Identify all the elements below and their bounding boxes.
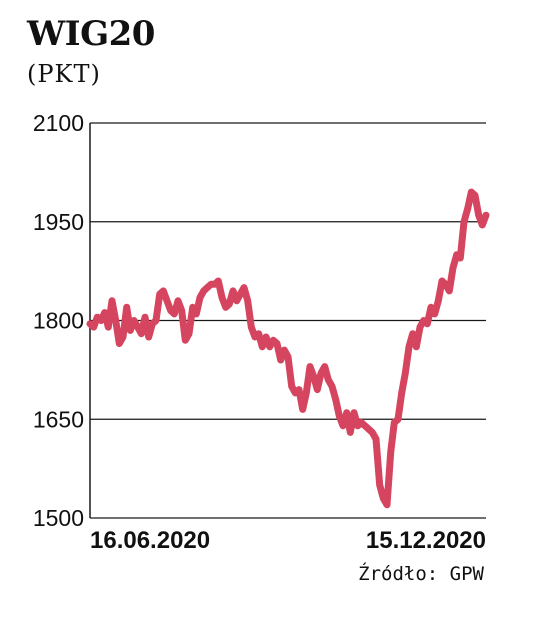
y-tick-label-2100: 2100 [33,110,84,136]
chart-unit-label: (PKT) [27,60,101,88]
y-tick-label-1650: 1650 [33,406,84,432]
y-axis-tick-labels: 1500 1650 1800 1950 2100 [33,110,84,531]
series-layer [86,188,490,509]
x-tick-label-1: 15.12.2020 [366,527,486,554]
source-note: Źródło: GPW [358,563,484,585]
x-tick-label-0: 16.06.2020 [90,527,210,554]
y-tick-label-1950: 1950 [33,209,84,235]
y-tick-label-1500: 1500 [33,505,84,531]
x-axis-tick-labels: 16.06.2020 15.12.2020 [90,527,486,554]
y-tick-label-1800: 1800 [33,308,84,334]
series-line-0 [86,188,490,509]
chart-title: WIG20 [27,14,155,54]
